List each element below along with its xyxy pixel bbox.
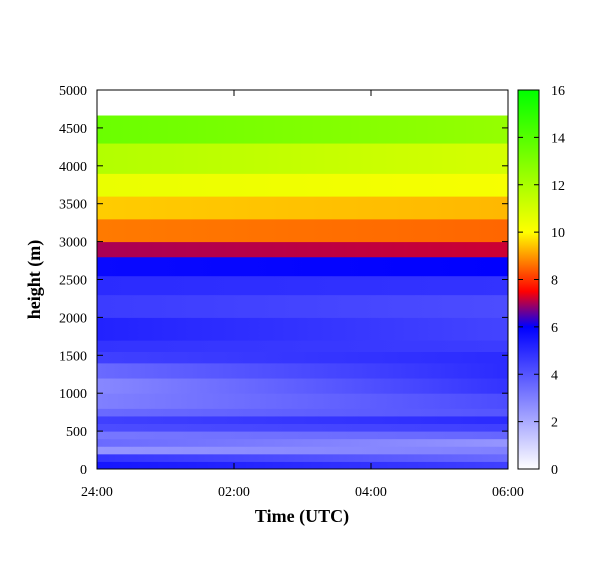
y-tick-label: 1500 [59, 349, 87, 364]
colorbar-tick-label: 2 [551, 416, 558, 431]
heatmap-layer [97, 351, 508, 364]
heatmap-layer [97, 90, 508, 116]
y-tick-label: 4500 [59, 122, 87, 137]
y-tick-label: 2500 [59, 274, 87, 289]
colorbar-tick-label: 6 [551, 321, 558, 336]
heatmap-layer [97, 256, 508, 277]
heatmap-layer [97, 317, 508, 341]
heatmap-layer [97, 196, 508, 220]
x-axis-label: Time (UTC) [255, 506, 349, 527]
colorbar-tick-label: 14 [551, 131, 565, 146]
heatmap-layer [97, 294, 508, 318]
y-tick-label: 5000 [59, 84, 87, 99]
heatmap-layer [97, 415, 508, 425]
y-tick-label: 4000 [59, 160, 87, 175]
heatmap-layer [97, 461, 508, 470]
heatmap-layer [97, 378, 508, 394]
x-tick-label: 02:00 [218, 485, 250, 500]
heatmap-layer [97, 453, 508, 462]
y-tick-label: 2000 [59, 311, 87, 326]
heatmap-layer [97, 408, 508, 417]
y-tick-label: 3500 [59, 198, 87, 213]
colorbar-tick-label: 8 [551, 274, 558, 289]
x-tick-label: 04:00 [355, 485, 387, 500]
x-axis-ticks: 24:00 02:00 04:00 06:00 [81, 90, 524, 500]
heatmap-layer [97, 275, 508, 296]
heatmap-layer [97, 362, 508, 379]
colorbar-tick-label: 10 [551, 226, 565, 241]
y-tick-label: 1000 [59, 387, 87, 402]
heatmap-cells [97, 90, 508, 470]
colorbar-tick-label: 12 [551, 179, 565, 194]
y-tick-label: 0 [80, 463, 87, 478]
heatmap-layer [97, 393, 508, 409]
heatmap-layer [97, 143, 508, 174]
heatmap-layer [97, 115, 508, 144]
colorbar-tick-label: 4 [551, 368, 558, 383]
colorbar-ticks: 0 2 4 6 8 10 12 14 16 [518, 84, 565, 478]
colorbar-tick-label: 16 [551, 84, 565, 99]
x-tick-label: 06:00 [492, 485, 524, 500]
y-tick-label: 3000 [59, 236, 87, 251]
y-axis-label: height (m) [24, 240, 45, 320]
heatmap-layer [97, 218, 508, 243]
y-axis-ticks: 0 500 1000 1500 2000 2500 3000 3500 4000 4500 5000 [59, 84, 508, 478]
heatmap-layer [97, 438, 508, 447]
heatmap-layer [97, 431, 508, 440]
heatmap-layer [97, 446, 508, 455]
heatmap-layer [97, 340, 508, 353]
heatmap-layer [97, 173, 508, 197]
heatmap-layer [97, 241, 508, 258]
heatmap-layer [97, 423, 508, 432]
y-tick-label: 500 [66, 425, 87, 440]
x-tick-label: 24:00 [81, 485, 113, 500]
colorbar-tick-label: 0 [551, 463, 558, 478]
